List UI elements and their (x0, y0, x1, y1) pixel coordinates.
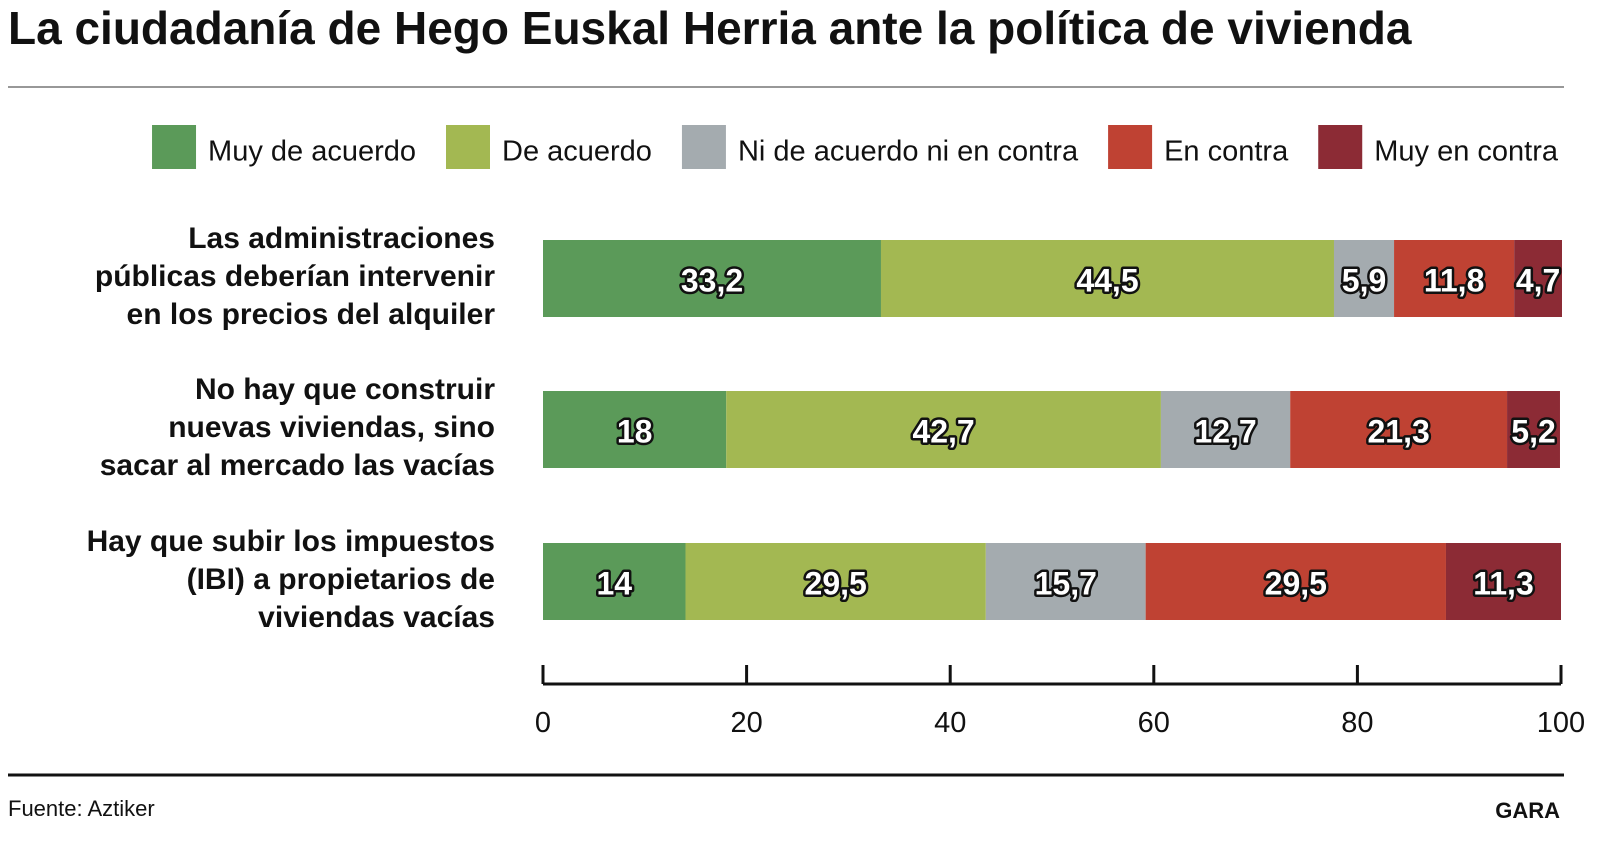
value-label: 11,8 (1424, 263, 1485, 299)
value-label: 11,3 (1473, 566, 1534, 602)
legend-label: De acuerdo (502, 136, 652, 168)
legend-swatch (446, 125, 490, 169)
value-label: 15,7 (1035, 566, 1097, 602)
x-tick-label: 60 (1138, 707, 1170, 739)
x-tick-label: 20 (730, 707, 762, 739)
value-label: 12,7 (1194, 414, 1256, 450)
bar-segment (543, 391, 727, 468)
chart-title: La ciudadanía de Hego Euskal Herria ante… (8, 2, 1412, 54)
bar-segment (1160, 391, 1291, 468)
bar-segment (543, 543, 686, 620)
category-label: Hay que subir los impuestos (IBI) a prop… (86, 524, 495, 634)
x-tick-label: 80 (1341, 707, 1373, 739)
bar-segment (1333, 240, 1395, 317)
value-label: 4,7 (1516, 263, 1560, 299)
legend-label: Muy de acuerdo (208, 136, 416, 168)
bar-segment (1507, 391, 1560, 468)
bar-segment (985, 543, 1146, 620)
category-label: Las administraciones públicas deberían i… (94, 221, 495, 331)
category-label: No hay que construir nuevas viviendas, s… (99, 372, 495, 482)
bar-segment (880, 240, 1334, 317)
bar-segment (685, 543, 986, 620)
value-label: 14 (596, 566, 632, 602)
value-label: 29,5 (1265, 566, 1327, 602)
legend-swatch (152, 125, 197, 169)
value-label: 18 (617, 414, 653, 450)
x-tick-label: 0 (535, 707, 551, 739)
value-label: 5,2 (1511, 414, 1555, 450)
legend-label: Ni de acuerdo ni en contra (738, 136, 1079, 168)
value-label: 33,2 (681, 263, 743, 299)
bar-segment (543, 240, 881, 317)
value-label: 44,5 (1076, 263, 1138, 299)
bar-segment (1514, 240, 1562, 317)
legend-label: Muy en contra (1374, 136, 1559, 168)
legend-swatch (1318, 125, 1363, 169)
x-tick-label: 100 (1537, 707, 1585, 739)
legend-swatch (1108, 125, 1153, 169)
bar-segment (1290, 391, 1508, 468)
bar-segment (1145, 543, 1446, 620)
bar-segment (1394, 240, 1515, 317)
brand: GARA (1495, 798, 1560, 823)
source: Fuente: Aztiker (8, 796, 155, 821)
value-label: 42,7 (912, 414, 974, 450)
x-tick-label: 40 (934, 707, 966, 739)
value-label: 5,9 (1342, 263, 1386, 299)
legend-label: En contra (1164, 136, 1289, 168)
legend-swatch (681, 125, 726, 169)
value-label: 21,3 (1367, 414, 1429, 450)
bar-segment (1445, 543, 1561, 620)
bar-segment (726, 391, 1161, 468)
value-label: 29,5 (805, 566, 867, 602)
